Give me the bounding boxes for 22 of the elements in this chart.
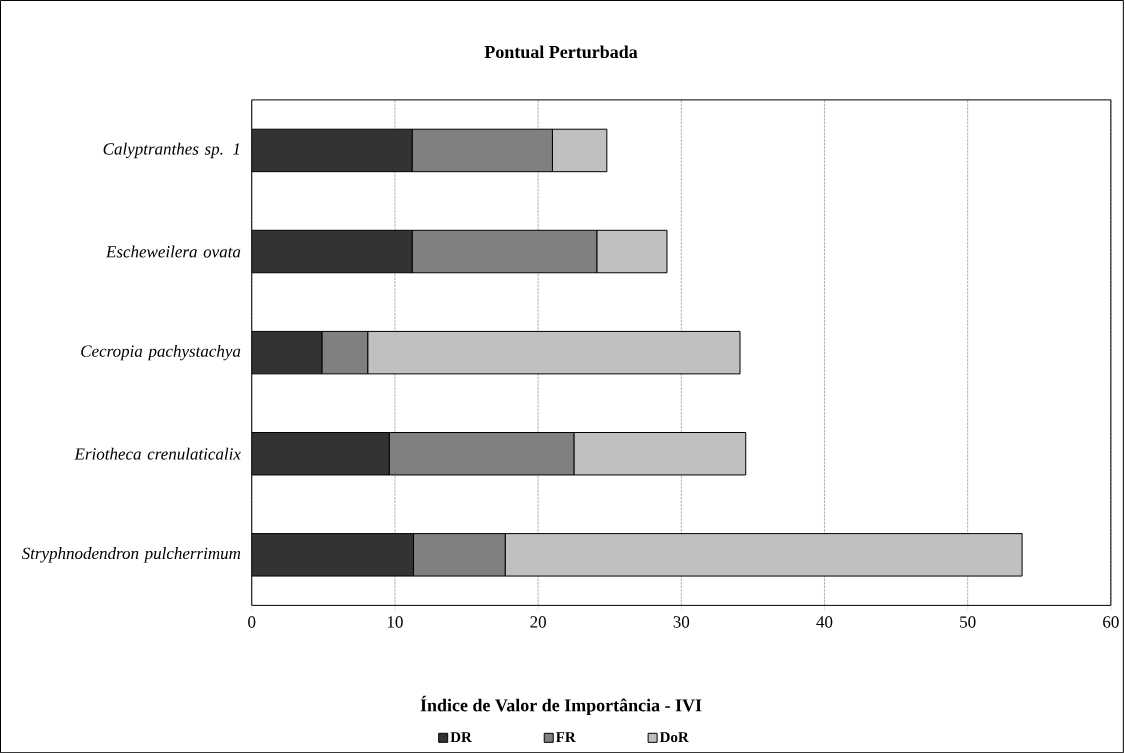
bar <box>251 431 390 476</box>
x-tick-label: 20 <box>530 616 546 628</box>
x-tick-label: 30 <box>673 616 690 628</box>
x-tick-label: 40 <box>816 616 833 628</box>
bar <box>251 128 413 173</box>
bar <box>251 532 415 577</box>
bar <box>251 229 413 274</box>
y-tick-label: Escheweilera ovata <box>105 245 241 258</box>
y-tick-label: Cecropia pachystachya <box>81 344 241 361</box>
legend-label: DoR <box>659 732 689 742</box>
x-axis-title: Índice de Valor de Importância - IVI <box>420 695 702 715</box>
bar <box>251 330 323 375</box>
x-tick-label: 50 <box>960 616 976 628</box>
chart-title: Pontual Perturbada <box>484 45 638 58</box>
y-tick-label: Eriotheca crenulaticalix <box>74 447 241 460</box>
legend-label: FR <box>555 732 576 742</box>
y-tick-label: Calyptranthes sp. 1 <box>103 142 240 159</box>
x-tick-label: 0 <box>248 616 256 628</box>
x-tick-label: 60 <box>1103 616 1119 628</box>
legend-label: DR <box>450 732 472 742</box>
x-tick-label: 10 <box>387 616 403 628</box>
y-tick-label: Stryphnodendron pulcherrimum <box>21 547 241 563</box>
